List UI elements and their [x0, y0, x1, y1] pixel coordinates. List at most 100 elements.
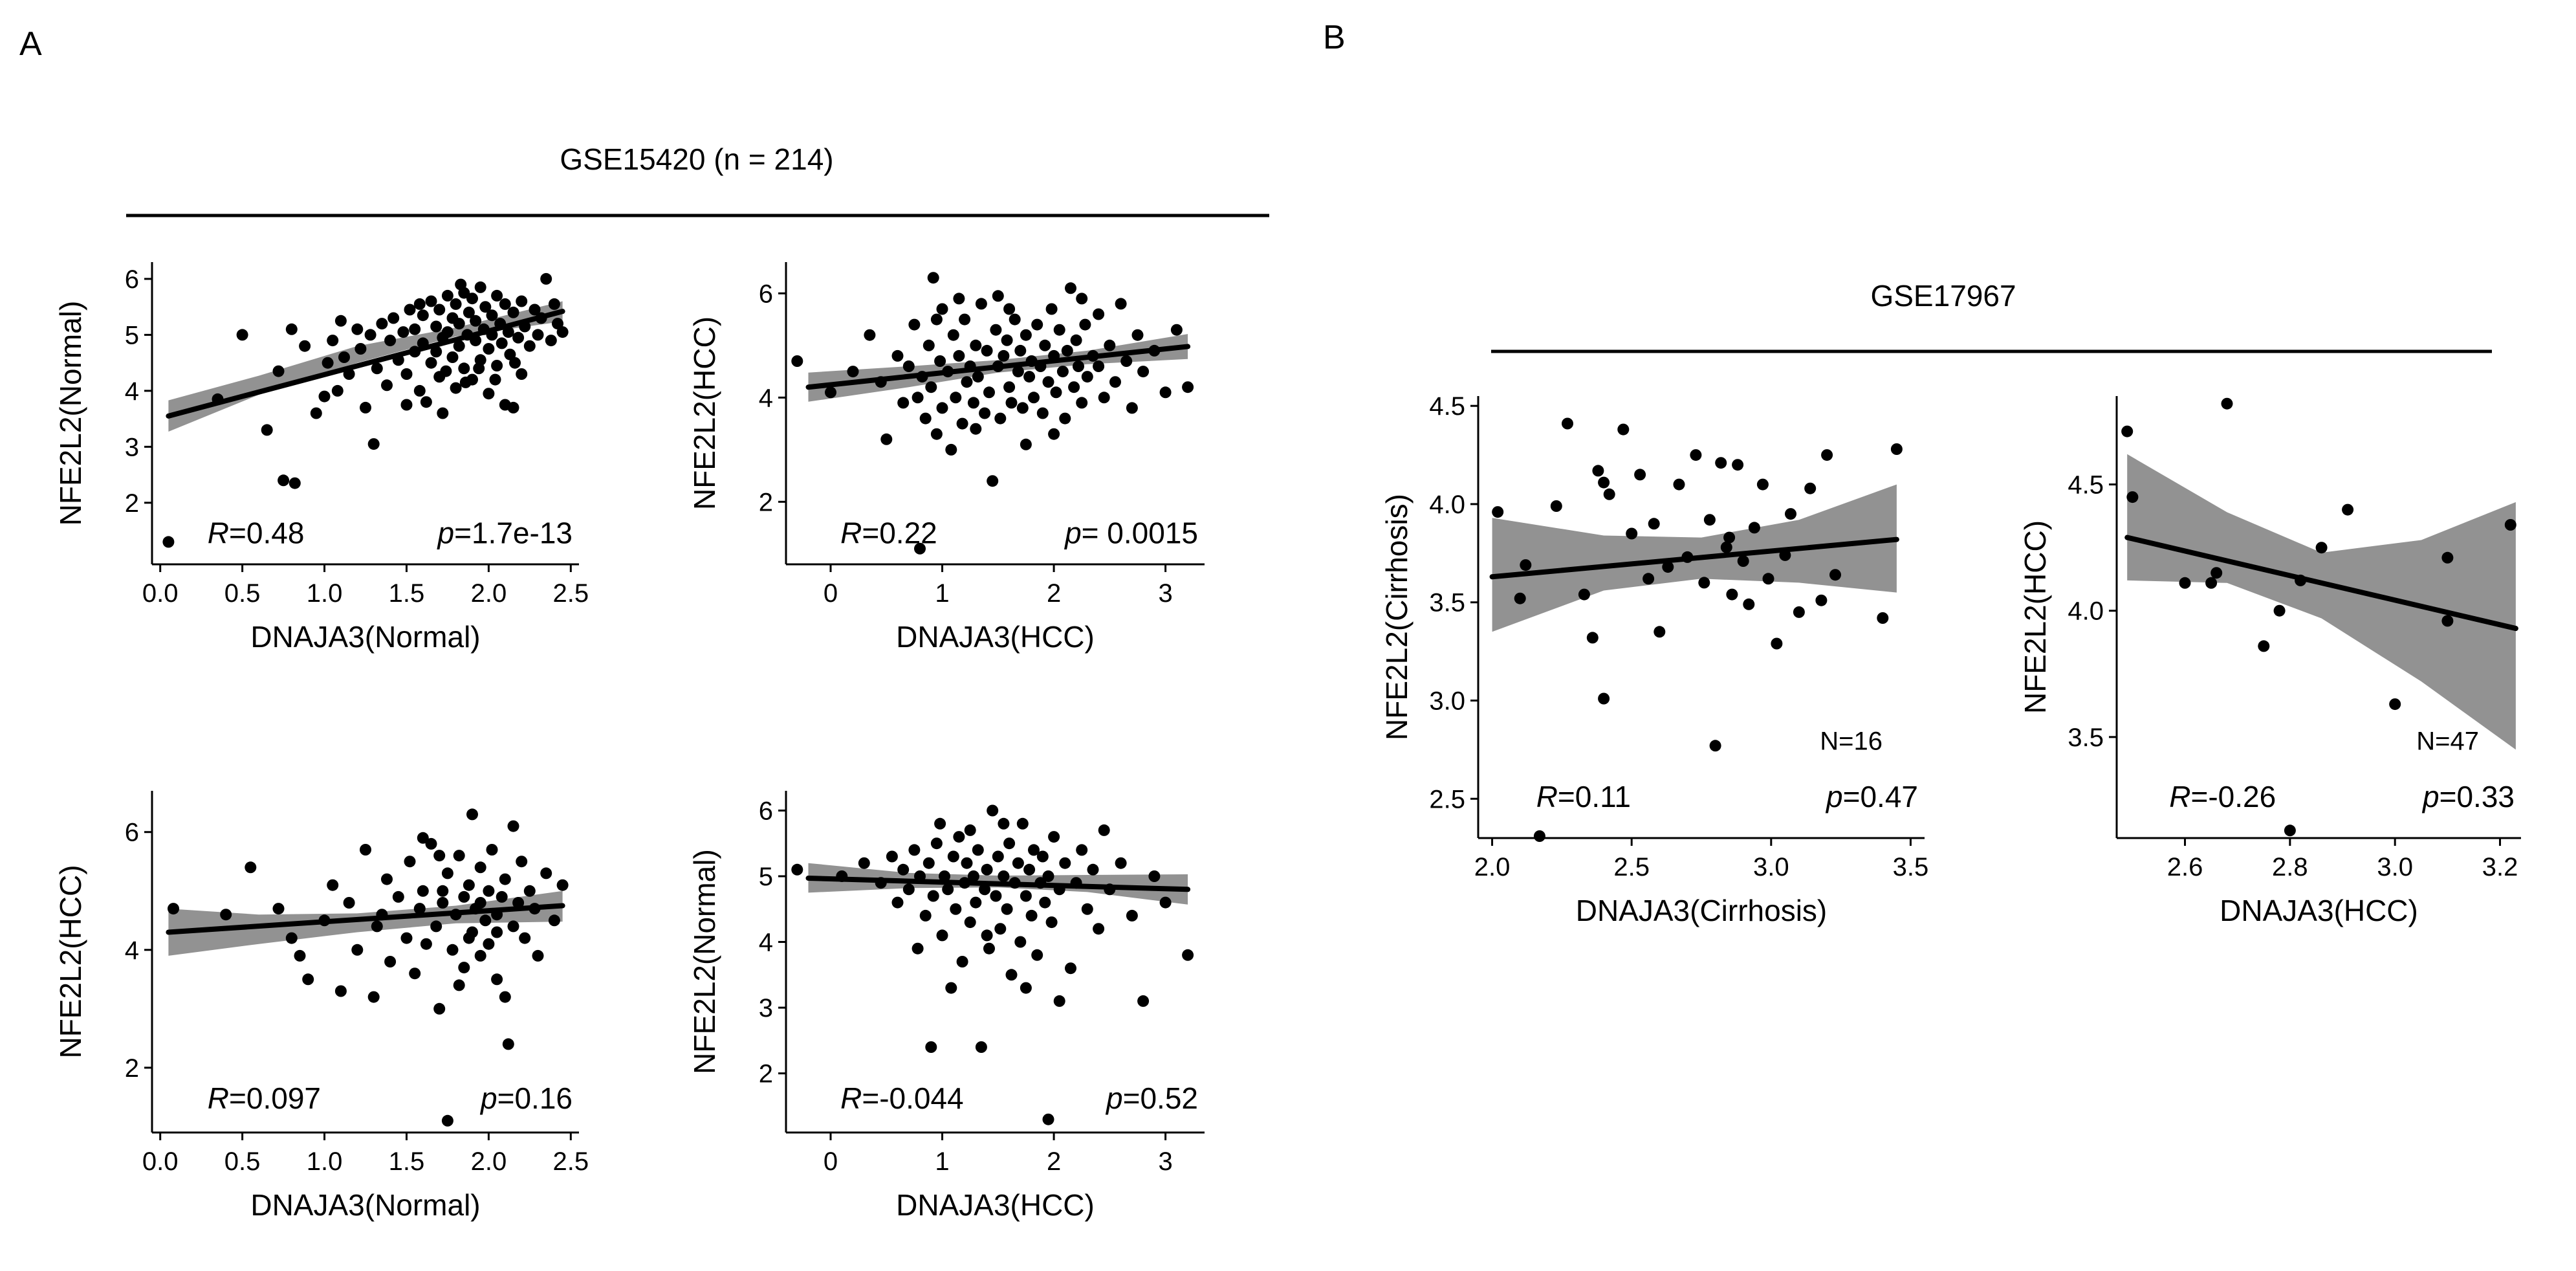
data-point	[532, 949, 544, 962]
data-point	[450, 298, 462, 310]
data-point	[463, 879, 475, 891]
data-point	[1042, 1113, 1054, 1125]
data-point	[936, 402, 948, 414]
data-point	[2389, 698, 2401, 711]
data-point	[1821, 449, 1833, 461]
data-point	[371, 362, 383, 375]
data-point	[1053, 995, 1065, 1007]
data-point	[512, 331, 525, 344]
correlation-coefficient: R=0.22	[840, 516, 937, 549]
y-tick-label: 5	[125, 321, 139, 349]
x-tick-label: 1.5	[389, 1147, 425, 1176]
data-point	[1050, 386, 1062, 399]
data-point	[556, 326, 569, 338]
p-symbol: p	[1825, 780, 1843, 813]
data-point	[499, 991, 511, 1003]
data-point	[908, 844, 921, 856]
data-point	[972, 371, 984, 383]
data-point	[1009, 313, 1021, 326]
data-point	[400, 368, 413, 380]
data-point	[1042, 870, 1054, 882]
data-point	[509, 357, 521, 369]
data-point	[1550, 500, 1562, 512]
data-point	[990, 890, 1002, 902]
y-tick-label: 5	[759, 863, 773, 891]
r-value: =-0.044	[862, 1081, 963, 1115]
x-tick-label: 0	[824, 1147, 838, 1176]
r-symbol: R	[208, 516, 229, 549]
data-point	[1039, 896, 1051, 909]
data-point	[1048, 831, 1060, 843]
y-tick-label: 4.5	[1429, 392, 1465, 421]
data-point	[1098, 392, 1110, 404]
data-point	[367, 991, 380, 1003]
scatter-plot-hcc-vs-hcc: 0 1 2 3 2 4 6 DNAJA3(HCC) NFE2L2(HCC) R=0.22 p= 0.…	[688, 262, 1205, 654]
x-tick-label: 0.5	[224, 1147, 261, 1176]
data-point	[979, 407, 991, 419]
data-point	[998, 349, 1010, 362]
data-point	[168, 903, 179, 915]
data-point	[413, 384, 426, 397]
correlation-coefficient: R=0.097	[208, 1081, 321, 1115]
data-point	[1131, 329, 1144, 341]
data-point	[496, 337, 508, 349]
data-point	[453, 340, 465, 352]
data-point	[1732, 459, 1744, 471]
data-point	[483, 388, 495, 400]
data-point	[433, 304, 446, 316]
data-point	[1093, 360, 1105, 372]
data-point	[1016, 817, 1029, 830]
data-point	[927, 890, 939, 902]
data-point	[278, 474, 290, 487]
p-symbol: p	[2421, 780, 2440, 813]
data-point	[1025, 909, 1038, 922]
data-point	[489, 373, 501, 386]
data-point	[1598, 476, 1610, 489]
data-point	[864, 329, 876, 341]
data-point	[911, 942, 924, 955]
data-point	[504, 348, 516, 360]
data-point	[2342, 503, 2354, 516]
data-point	[990, 324, 1002, 336]
y-tick-label: 4.0	[2068, 597, 2104, 626]
data-point	[1016, 402, 1029, 414]
y-tick-label: 3.5	[1429, 589, 1465, 617]
data-point	[983, 386, 995, 399]
data-point	[425, 295, 437, 307]
data-point	[1562, 417, 1573, 430]
data-point	[1654, 626, 1666, 638]
x-tick-label: 2.0	[471, 1147, 507, 1176]
data-point	[1520, 559, 1532, 571]
p-value-annotation: p=1.7e-13	[437, 516, 573, 549]
data-point	[458, 890, 470, 903]
data-point	[453, 979, 465, 991]
data-point	[930, 428, 943, 440]
data-point	[334, 315, 347, 327]
data-point	[964, 916, 976, 929]
data-point	[945, 982, 957, 994]
data-point	[979, 883, 991, 896]
data-point	[956, 417, 968, 430]
data-point	[1023, 863, 1036, 876]
y-tick-label: 4	[125, 936, 139, 965]
r-symbol: R	[208, 1081, 229, 1115]
data-point	[272, 365, 285, 377]
data-point	[507, 401, 519, 414]
data-point	[1598, 692, 1610, 705]
p-value-annotation: p= 0.0015	[1064, 516, 1198, 549]
sample-size-label: N=47	[2416, 727, 2479, 755]
data-point	[2315, 542, 2328, 554]
data-point	[1182, 949, 1194, 961]
data-point	[902, 883, 915, 896]
data-point	[1720, 541, 1732, 553]
data-point	[466, 808, 478, 821]
data-point	[483, 938, 495, 950]
data-point	[1804, 482, 1817, 494]
r-value: =0.097	[229, 1081, 321, 1115]
data-point	[1020, 890, 1032, 902]
data-point	[1748, 522, 1760, 534]
data-point	[409, 967, 421, 980]
data-point	[491, 973, 503, 986]
data-point	[886, 850, 898, 863]
data-point	[453, 850, 465, 862]
